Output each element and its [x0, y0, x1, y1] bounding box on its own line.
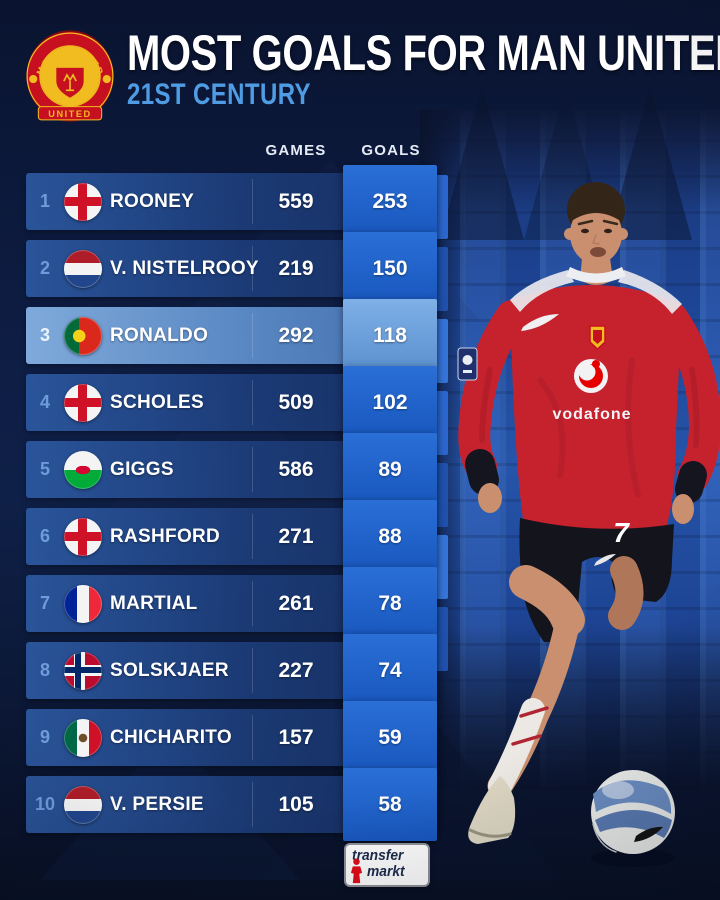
column-divider — [252, 313, 253, 358]
games-value: 227 — [278, 659, 314, 682]
table-row: 1 ROONEY 559 253 — [26, 165, 437, 238]
england-flag-icon — [64, 517, 102, 556]
crest-bottom-text: UNITED — [48, 109, 91, 119]
wales-flag-icon — [64, 450, 102, 489]
player-name: MARTIAL — [110, 593, 198, 614]
table-row: 9 CHICHARITO 157 59 — [26, 701, 437, 774]
column-divider — [252, 648, 253, 693]
games-value: 219 — [278, 257, 314, 280]
games-value: 105 — [278, 793, 314, 816]
player-name: GIGGS — [110, 459, 174, 480]
france-flag-icon — [64, 584, 102, 623]
manchester-united-crest-icon: MANCHESTER UNITED — [26, 30, 114, 122]
games-value: 509 — [278, 391, 314, 414]
column-divider — [252, 380, 253, 425]
column-divider — [252, 715, 253, 760]
rank-label: 5 — [39, 459, 50, 479]
transfermarkt-logo: transfer markt — [346, 845, 428, 885]
player-name: ROONEY — [110, 191, 195, 212]
logo-player-icon — [350, 858, 363, 884]
table-row: 6 RASHFORD 271 88 — [26, 500, 437, 573]
column-divider — [252, 447, 253, 492]
column-divider — [252, 581, 253, 626]
player-name: SOLSKJAER — [110, 660, 229, 681]
rank-label: 9 — [39, 727, 50, 747]
norway-flag-icon — [64, 651, 102, 690]
table-row: 7 MARTIAL 261 78 — [26, 567, 437, 640]
table-row: 8 SOLSKJAER 227 74 — [26, 634, 437, 707]
column-divider — [252, 514, 253, 559]
games-value: 271 — [278, 525, 314, 548]
games-value: 292 — [278, 324, 314, 347]
player-name: CHICHARITO — [110, 727, 232, 748]
goals-badge: 150 — [343, 232, 437, 305]
england-flag-icon — [64, 383, 102, 422]
mexico-flag-icon — [64, 718, 102, 757]
netherlands-flag-icon — [64, 249, 102, 288]
rank-label: 3 — [39, 325, 50, 345]
page-title: MOST GOALS FOR MAN UNITED — [127, 25, 720, 81]
goals-badge: 253 — [343, 165, 437, 238]
page-subtitle: 21ST CENTURY — [127, 78, 311, 111]
rank-label: 8 — [39, 660, 50, 680]
column-header-goals: GOALS — [361, 142, 421, 159]
goals-badge: 88 — [343, 500, 437, 573]
player-name: V. PERSIE — [110, 794, 204, 815]
rank-label: 1 — [39, 191, 50, 211]
rank-label: 7 — [39, 593, 50, 613]
goals-badge: 58 — [343, 768, 437, 841]
goals-badge: 74 — [343, 634, 437, 707]
goals-badge: 78 — [343, 567, 437, 640]
logo-text-line2: markt — [367, 863, 405, 880]
netherlands-flag-icon — [64, 785, 102, 824]
column-divider — [252, 179, 253, 224]
games-value: 157 — [278, 726, 314, 749]
player-name: SCHOLES — [110, 392, 204, 413]
table-row: 2 V. NISTELROOY 219 150 — [26, 232, 437, 305]
column-header-games: GAMES — [265, 142, 327, 159]
goals-badge: 102 — [343, 366, 437, 439]
player-name: V. NISTELROOY — [110, 258, 259, 279]
player-name: RASHFORD — [110, 526, 221, 547]
rank-label: 6 — [39, 526, 50, 546]
games-value: 586 — [278, 458, 314, 481]
table-row: 10 V. PERSIE 105 58 — [26, 768, 437, 841]
rank-label: 2 — [39, 258, 50, 278]
column-divider — [252, 782, 253, 827]
player-name: RONALDO — [110, 325, 209, 346]
table-row: 5 GIGGS 586 89 — [26, 433, 437, 506]
goals-badge: 118 — [343, 299, 437, 372]
rank-label: 10 — [34, 794, 56, 814]
england-flag-icon — [64, 182, 102, 221]
column-divider — [252, 246, 253, 291]
goals-badge: 59 — [343, 701, 437, 774]
rank-label: 4 — [39, 392, 50, 412]
games-value: 261 — [278, 592, 314, 615]
table-row-highlighted: 3 RONALDO 292 118 — [26, 299, 437, 372]
games-value: 559 — [278, 190, 314, 213]
table-row: 4 SCHOLES 509 102 — [26, 366, 437, 439]
leaderboard-table: 1 ROONEY 559 253 2 V. NISTELROOY 219 150… — [26, 165, 437, 853]
logo-text-line1: transfer — [352, 847, 404, 864]
goals-badge: 89 — [343, 433, 437, 506]
portugal-flag-icon — [64, 316, 102, 355]
